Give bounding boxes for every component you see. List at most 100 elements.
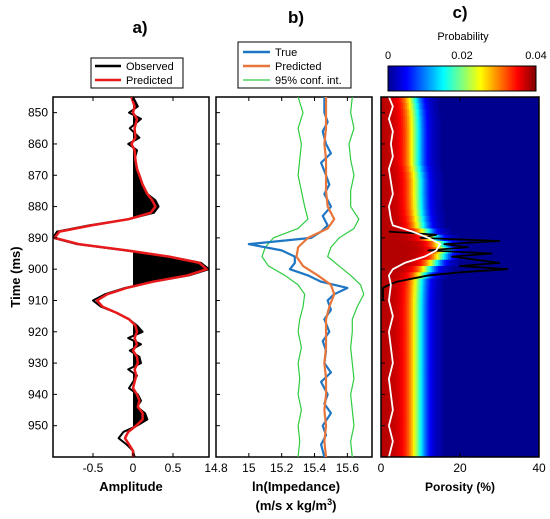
heatmap-cell <box>434 447 437 455</box>
heatmap-cell <box>426 147 429 154</box>
heatmap-cell <box>414 109 418 117</box>
heatmap-cell <box>430 122 433 129</box>
heatmap-cell <box>412 234 416 242</box>
heatmap-cell <box>394 328 398 336</box>
heatmap-cell <box>438 266 441 273</box>
heatmap-cell <box>438 147 441 154</box>
heatmap-cell <box>432 115 435 123</box>
heatmap-cell <box>398 353 402 361</box>
heatmap-cell <box>412 385 416 392</box>
heatmap-cell <box>388 253 392 261</box>
heatmap-cell <box>402 165 406 173</box>
heatmap-cell <box>434 372 437 380</box>
heatmap-cell <box>414 284 418 292</box>
heatmap-cell <box>408 266 412 273</box>
heatmap-cell <box>410 297 414 305</box>
heatmap-cell <box>444 228 447 236</box>
heatmap-cell <box>422 422 425 430</box>
heatmap-cell <box>440 385 443 392</box>
heatmap-cell <box>420 303 423 311</box>
heatmap-cell <box>390 453 394 457</box>
heatmap-cell <box>410 441 414 449</box>
heatmap-cell <box>398 178 402 186</box>
heatmap-cell <box>430 241 433 248</box>
heatmap-cell <box>418 153 421 161</box>
heatmap-cell <box>436 316 439 323</box>
heatmap-cell <box>386 322 390 330</box>
heatmap-cell <box>428 203 431 211</box>
heatmap-cell <box>420 153 423 161</box>
x-tick-label-1-2: 15.2 <box>270 461 294 475</box>
heatmap-cell <box>432 140 435 148</box>
heatmap-cell <box>416 297 420 305</box>
heatmap-cell <box>400 165 404 173</box>
heatmap-cell <box>392 109 396 117</box>
heatmap-cell <box>394 234 398 242</box>
heatmap-cell <box>381 447 384 455</box>
heatmap-cell <box>394 103 398 111</box>
heatmap-cell <box>442 209 445 217</box>
heatmap-cell <box>418 372 421 380</box>
heatmap-cell <box>428 228 431 236</box>
heatmap-cell <box>434 403 437 411</box>
heatmap-cell <box>422 391 425 399</box>
heatmap-cell <box>416 109 420 117</box>
heatmap-cell <box>432 291 435 298</box>
heatmap-cell <box>386 385 390 392</box>
heatmap-cell <box>388 147 392 154</box>
heatmap-cell <box>408 422 412 430</box>
heatmap-cell <box>416 303 420 311</box>
heatmap-cell <box>410 391 414 399</box>
heatmap-cell <box>394 416 398 424</box>
heatmap-cell <box>456 241 459 248</box>
heatmap-cell <box>420 197 423 204</box>
heatmap-cell <box>430 103 433 111</box>
heatmap-cell <box>438 309 441 317</box>
heatmap-cell <box>442 253 445 261</box>
heatmap-cell <box>442 266 445 273</box>
heatmap-cell <box>420 428 423 436</box>
heatmap-cell <box>414 378 418 386</box>
heatmap-cell <box>418 410 421 417</box>
heatmap-cell <box>450 266 453 273</box>
heatmap-cell <box>418 378 421 386</box>
heatmap-cell <box>430 165 433 173</box>
conf-interval-lower <box>261 97 309 457</box>
heatmap-cell <box>382 347 386 355</box>
heatmap-cell <box>398 153 402 161</box>
heatmap-cell <box>408 253 412 261</box>
heatmap-cell <box>434 103 437 111</box>
heatmap-cell <box>404 197 408 204</box>
heatmap-cell <box>381 403 384 411</box>
heatmap-cell <box>436 178 439 186</box>
heatmap-cell <box>428 128 431 136</box>
heatmap-cell <box>381 97 384 104</box>
heatmap-cell <box>426 278 429 286</box>
heatmap-cell <box>440 347 443 355</box>
heatmap-cell <box>440 278 443 286</box>
x-tick-label-1-3: 15.4 <box>303 461 327 475</box>
heatmap-cell <box>432 147 435 154</box>
heatmap-cell <box>402 140 406 148</box>
heatmap-cell <box>400 159 404 167</box>
heatmap-cell <box>386 241 390 248</box>
heatmap-cell <box>384 197 388 204</box>
heatmap-cell <box>434 272 437 280</box>
heatmap-cell <box>408 378 412 386</box>
heatmap-cell <box>426 284 429 292</box>
heatmap-cell <box>424 222 427 229</box>
heatmap-cell <box>434 378 437 386</box>
heatmap-cell <box>416 422 420 430</box>
heatmap-cell <box>412 347 416 355</box>
heatmap-cell <box>412 410 416 417</box>
heatmap-cell <box>416 190 420 198</box>
heatmap-cell <box>404 134 408 142</box>
heatmap-cell <box>432 341 435 348</box>
heatmap-cell <box>386 103 390 111</box>
heatmap-cell <box>402 303 406 311</box>
heatmap-cell <box>430 422 433 430</box>
heatmap-cell <box>418 128 421 136</box>
heatmap-cell <box>422 97 425 104</box>
heatmap-cell <box>388 190 392 198</box>
heatmap-cell <box>414 209 418 217</box>
